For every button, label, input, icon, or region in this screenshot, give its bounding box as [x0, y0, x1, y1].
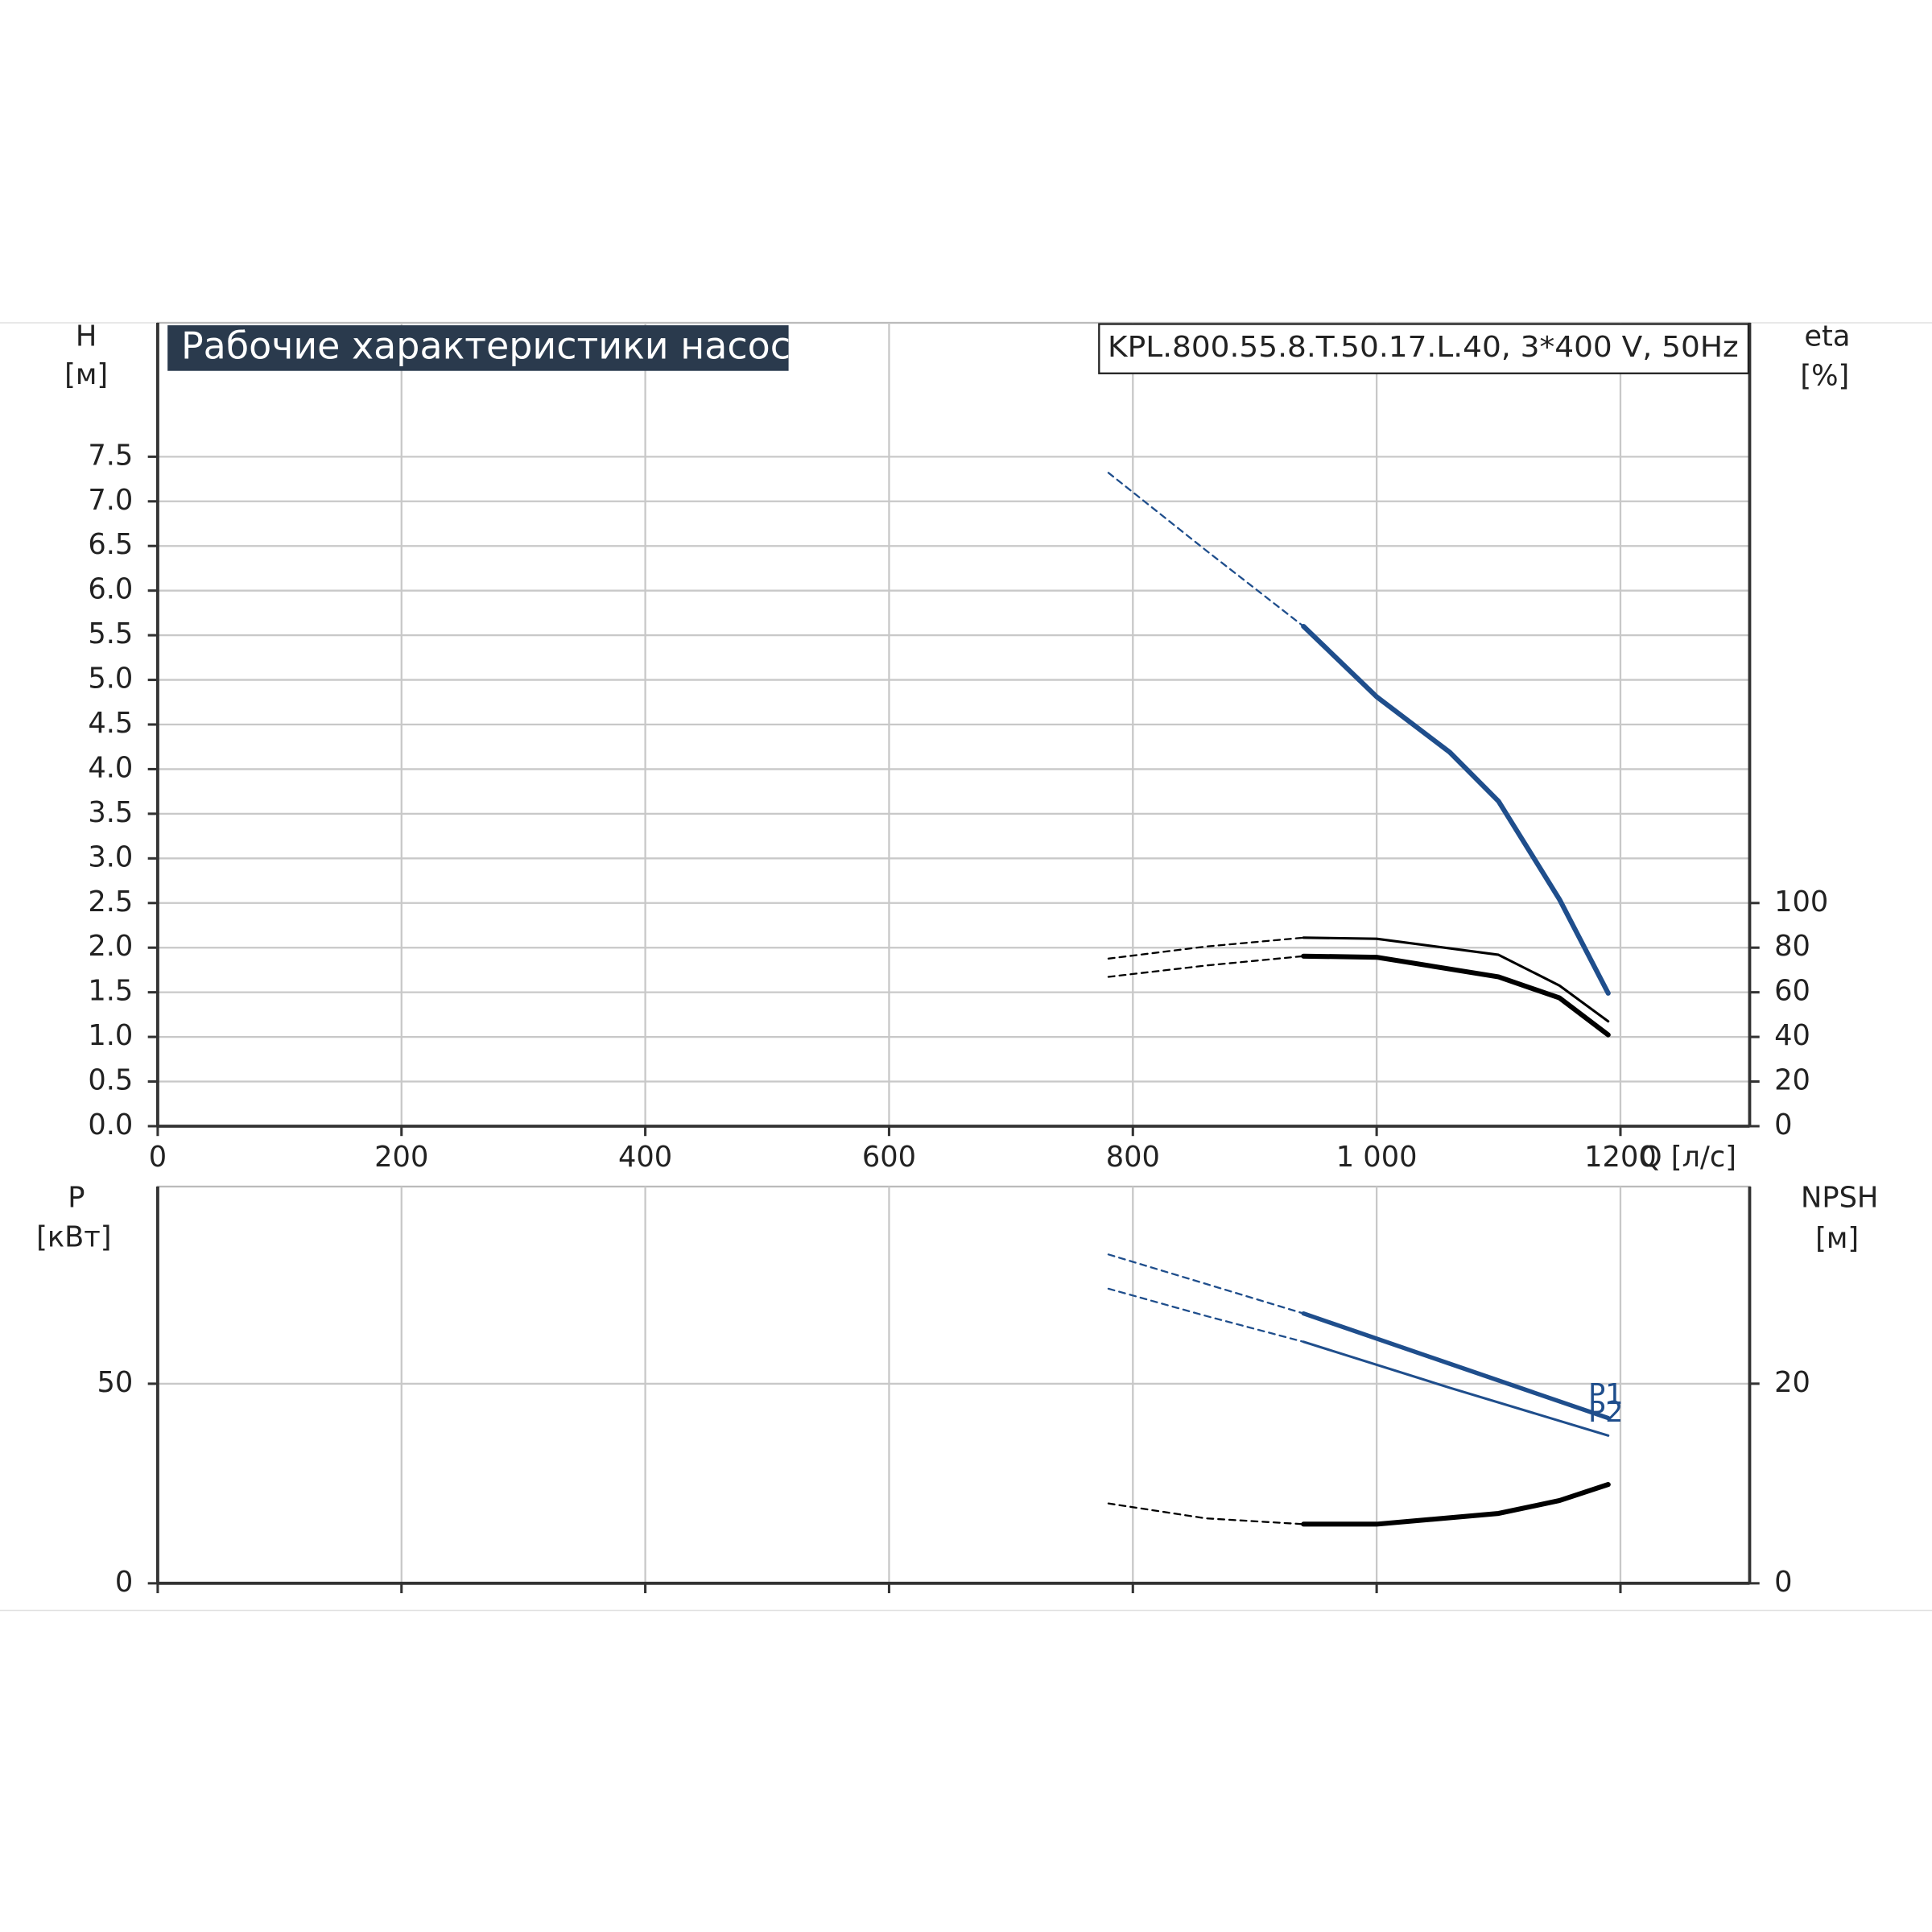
curve — [1302, 1340, 1610, 1437]
y2-tick-label: 20 — [1774, 1064, 1810, 1097]
y2-axis-label: NPSH — [1801, 1181, 1878, 1214]
y2-tick-label: 100 — [1774, 886, 1828, 919]
curve — [1107, 1287, 1305, 1343]
curve — [1107, 955, 1305, 978]
x-tick-label: 200 — [374, 1141, 428, 1174]
x-tick-label: 800 — [1106, 1141, 1160, 1174]
y2-tick-label: 40 — [1774, 1019, 1810, 1052]
y2-tick-label: 20 — [1774, 1366, 1810, 1399]
curve — [1301, 953, 1611, 1038]
y-tick-label: 2.5 — [88, 886, 133, 919]
y-axis-unit: [м] — [64, 358, 108, 391]
y-tick-label: 0 — [115, 1566, 133, 1599]
y2-tick-label: 80 — [1774, 930, 1810, 963]
y-tick-label: 50 — [97, 1366, 134, 1399]
curve — [1301, 623, 1611, 996]
y-tick-label: 4.5 — [88, 707, 133, 740]
curve — [1301, 1482, 1611, 1527]
y-tick-label: 6.5 — [88, 528, 133, 561]
y-tick-label: 3.0 — [88, 840, 133, 873]
curve — [1107, 1253, 1305, 1315]
x-tick-label: 0 — [149, 1141, 167, 1174]
y-tick-label: 6.0 — [88, 573, 133, 606]
model-label: KPL.800.55.8.T.50.17.L.40, 3*400 V, 50Hz — [1108, 331, 1739, 364]
y-tick-label: 5.5 — [88, 617, 133, 650]
y-tick-label: 7.0 — [88, 484, 133, 517]
y-axis-unit: [кВт] — [36, 1220, 111, 1253]
curve — [1107, 472, 1305, 628]
curve — [1302, 936, 1610, 1023]
x-tick-label: 400 — [618, 1141, 672, 1174]
series-label: P2 — [1588, 1396, 1624, 1429]
y-tick-label: 1.0 — [88, 1019, 133, 1052]
curve — [1107, 936, 1305, 960]
x-tick-label: 1 000 — [1336, 1141, 1418, 1174]
y2-axis-unit: [%] — [1800, 359, 1849, 392]
y-tick-label: 2.0 — [88, 930, 133, 963]
y2-tick-label: 0 — [1774, 1566, 1792, 1599]
y-tick-label: 3.5 — [88, 796, 133, 829]
y2-tick-label: 0 — [1774, 1108, 1792, 1141]
y-tick-label: 7.5 — [88, 439, 133, 472]
y-tick-label: 0.5 — [88, 1064, 133, 1097]
y2-axis-label: eta — [1804, 320, 1850, 353]
y2-axis-unit: [м] — [1815, 1222, 1859, 1255]
model-box — [1098, 323, 1750, 374]
series-label: P1 — [1588, 1378, 1624, 1411]
y2-tick-label: 60 — [1774, 975, 1810, 1008]
y-tick-label: 1.5 — [88, 975, 133, 1008]
y-axis-label: H — [76, 320, 97, 353]
y-tick-label: 0.0 — [88, 1108, 133, 1141]
x-tick-label: 600 — [862, 1141, 916, 1174]
y-tick-label: 4.0 — [88, 751, 133, 784]
y-tick-label: 5.0 — [88, 663, 133, 696]
curve — [1301, 1311, 1611, 1421]
chart-title: Рабочие характеристики насоса — [181, 324, 813, 368]
x-tick-label: 1200 — [1584, 1141, 1657, 1174]
x-axis-label: Q [л/с] — [1640, 1141, 1736, 1174]
y-axis-label: P — [68, 1181, 85, 1214]
curve — [1107, 1502, 1305, 1525]
title-box — [167, 325, 789, 371]
